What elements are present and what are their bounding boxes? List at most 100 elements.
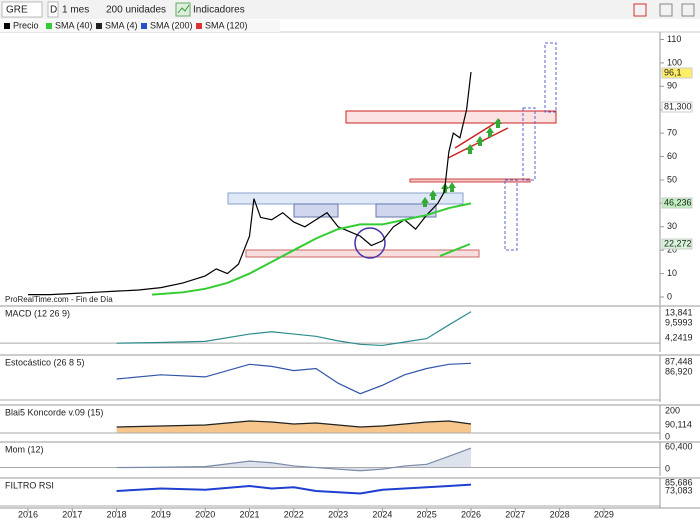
toolbar: GRE D 1 mes 200 unidades Indicadores (0, 0, 700, 19)
arrow (486, 127, 494, 137)
x-tick-label: 2028 (550, 509, 570, 519)
panel-value-label: 9,5993 (665, 317, 693, 327)
mode[interactable]: D (50, 5, 57, 16)
tool-icon[interactable] (633, 3, 647, 17)
zone (293, 203, 339, 218)
x-tick-label: 2026 (461, 509, 481, 519)
y-tick-label: 0 (667, 291, 672, 301)
y-tick-label: 60 (667, 151, 677, 161)
x-tick-label: 2019 (151, 509, 171, 519)
legend-entry: SMA (40) (55, 20, 93, 30)
indicators[interactable]: Indicadores (193, 5, 245, 16)
y-tick-label: 100 (667, 57, 682, 67)
units[interactable]: 200 unidades (106, 5, 166, 16)
panel-area (116, 421, 471, 433)
zone (227, 192, 464, 205)
panel-line (116, 420, 472, 428)
zone (375, 203, 437, 218)
period[interactable]: 1 mes (62, 5, 89, 16)
panel-label: Estocástico (26 8 5) (5, 357, 85, 367)
legend-entry: SMA (120) (205, 20, 248, 30)
panel-label-bg (2, 444, 112, 455)
panel-label-bg (2, 308, 112, 319)
panel-label: Mom (12) (5, 444, 44, 454)
price-line (28, 71, 472, 296)
x-tick-label: 2021 (239, 509, 259, 519)
x-tick-label: 2029 (594, 509, 614, 519)
y-tick-label: 50 (667, 174, 677, 184)
panel-label-bg (2, 357, 112, 368)
y-tick-label: 90 (667, 81, 677, 91)
price-tag (661, 101, 693, 113)
panel-value-label: 90,114 (665, 419, 692, 429)
source: ProRealTime.com - Fin de Día (5, 295, 113, 304)
arrow (448, 182, 456, 192)
x-tick-label: 2025 (417, 509, 437, 519)
panel-label: FILTRO RSI (5, 480, 54, 490)
legend-entry: Precio (13, 20, 39, 30)
projection (504, 179, 518, 251)
tool-icon[interactable] (681, 3, 695, 17)
x-tick-label: 2024 (372, 509, 392, 519)
zone (345, 110, 557, 124)
y-tick-label: 110 (667, 34, 681, 44)
price-label: 96,1 (664, 67, 682, 77)
legend-bg (0, 20, 280, 32)
drawings (227, 42, 557, 259)
x-tick-label: 2020 (195, 509, 215, 519)
arrow (476, 136, 484, 146)
mode-box[interactable] (47, 1, 59, 18)
panel-value-label: 4,2419 (665, 332, 693, 342)
price-tag (661, 67, 693, 79)
arrow (421, 197, 429, 207)
panel-value-label: 13,841 (665, 307, 693, 317)
x-tick-label: 2027 (505, 509, 525, 519)
panel-line (116, 311, 472, 347)
x-tick-label: 2018 (107, 509, 127, 519)
price-label: 46,236 (664, 197, 692, 207)
sma-line (151, 202, 472, 296)
zone (409, 178, 531, 183)
panel-label: MACD (12 26 9) (5, 308, 70, 318)
projection (522, 107, 536, 181)
y-tick-label: 20 (667, 245, 677, 255)
x-tick-label: 2023 (328, 509, 348, 519)
price-tag (661, 197, 693, 209)
projection (544, 42, 557, 113)
arrow (494, 118, 502, 128)
price-label: 22,272 (664, 238, 692, 248)
y-tick-label: 10 (667, 268, 677, 278)
symbol-box[interactable] (1, 1, 43, 18)
panel-line (116, 483, 472, 495)
legend-swatch (46, 23, 52, 29)
legend-entry: SMA (200) (150, 20, 193, 30)
price-label: 81,300 (664, 101, 692, 111)
x-tick-label: 2017 (62, 509, 82, 519)
panel-value-label: 73,083 (665, 485, 693, 495)
legend-swatch (96, 23, 102, 29)
price-tag (661, 238, 693, 250)
panel-value-label: 200 (665, 405, 680, 415)
trend (439, 243, 471, 257)
zone (245, 249, 480, 258)
symbol[interactable]: GRE (6, 5, 28, 16)
panel-value-label: 0 (665, 463, 670, 473)
channel (454, 119, 501, 149)
panel-value-label: 85,686 (665, 477, 693, 487)
legend-swatch (141, 23, 147, 29)
x-tick-label: 2022 (284, 509, 304, 519)
legend-swatch (4, 23, 10, 29)
panel-label-bg (2, 480, 112, 491)
circle (354, 227, 386, 259)
legend-entry: SMA (4) (105, 20, 138, 30)
y-tick-label: 70 (667, 128, 677, 138)
panel-line (116, 362, 472, 395)
toolbar-bg (0, 0, 700, 19)
y-tick-label: 30 (667, 221, 677, 231)
arrow (466, 144, 474, 154)
x-tick-label: 2016 (18, 509, 38, 519)
tool-icon[interactable] (659, 3, 673, 17)
arrow (429, 190, 437, 200)
legend-swatch (196, 23, 202, 29)
